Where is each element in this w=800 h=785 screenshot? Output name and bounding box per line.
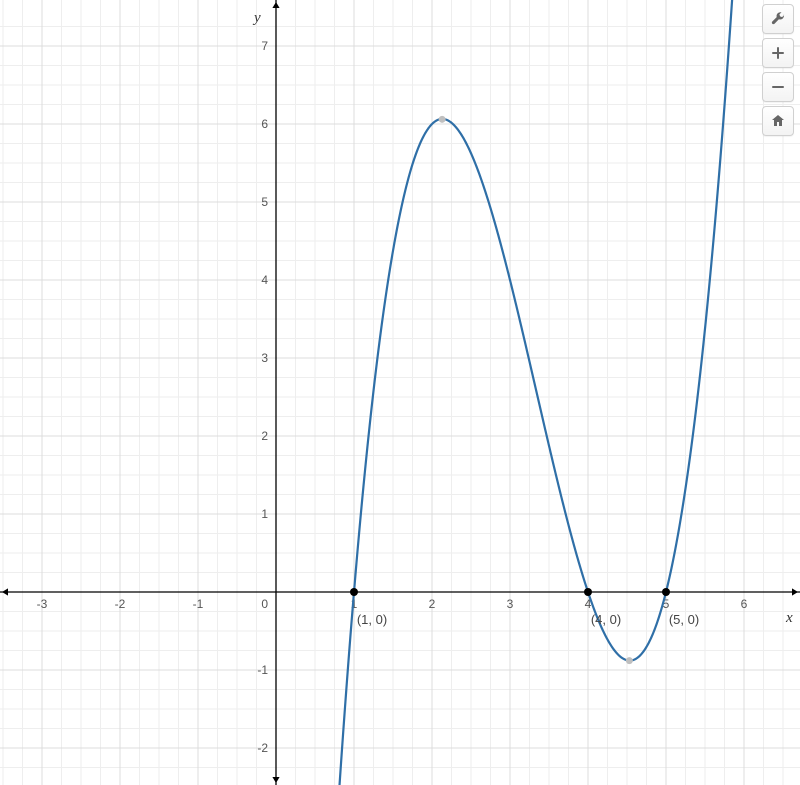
svg-text:y: y bbox=[252, 10, 261, 26]
plot-area[interactable]: -3-2-10123456-2-11234567xy(1, 0)(4, 0)(5… bbox=[0, 0, 800, 785]
wrench-icon bbox=[770, 11, 786, 27]
settings-button[interactable] bbox=[762, 4, 794, 34]
svg-text:6: 6 bbox=[261, 117, 268, 131]
svg-text:(1, 0): (1, 0) bbox=[357, 612, 387, 627]
svg-text:5: 5 bbox=[261, 195, 268, 209]
home-button[interactable] bbox=[762, 106, 794, 136]
svg-text:-3: -3 bbox=[37, 597, 48, 611]
svg-text:-1: -1 bbox=[193, 597, 204, 611]
svg-text:(5, 0): (5, 0) bbox=[669, 612, 699, 627]
minus-icon bbox=[771, 80, 785, 94]
toolbar bbox=[762, 4, 794, 136]
svg-text:1: 1 bbox=[261, 507, 268, 521]
svg-text:2: 2 bbox=[429, 597, 436, 611]
plot-svg: -3-2-10123456-2-11234567xy(1, 0)(4, 0)(5… bbox=[0, 0, 800, 785]
plus-icon bbox=[771, 46, 785, 60]
svg-text:3: 3 bbox=[261, 351, 268, 365]
svg-text:-2: -2 bbox=[115, 597, 126, 611]
zoom-in-button[interactable] bbox=[762, 38, 794, 68]
svg-text:-2: -2 bbox=[257, 741, 268, 755]
zoom-out-button[interactable] bbox=[762, 72, 794, 102]
svg-text:x: x bbox=[785, 610, 793, 626]
svg-text:7: 7 bbox=[261, 39, 268, 53]
home-icon bbox=[770, 113, 786, 129]
svg-text:-1: -1 bbox=[257, 663, 268, 677]
svg-text:4: 4 bbox=[261, 273, 268, 287]
svg-text:6: 6 bbox=[741, 597, 748, 611]
svg-text:0: 0 bbox=[261, 597, 268, 611]
svg-text:(4, 0): (4, 0) bbox=[591, 612, 621, 627]
svg-text:3: 3 bbox=[507, 597, 514, 611]
svg-text:2: 2 bbox=[261, 429, 268, 443]
